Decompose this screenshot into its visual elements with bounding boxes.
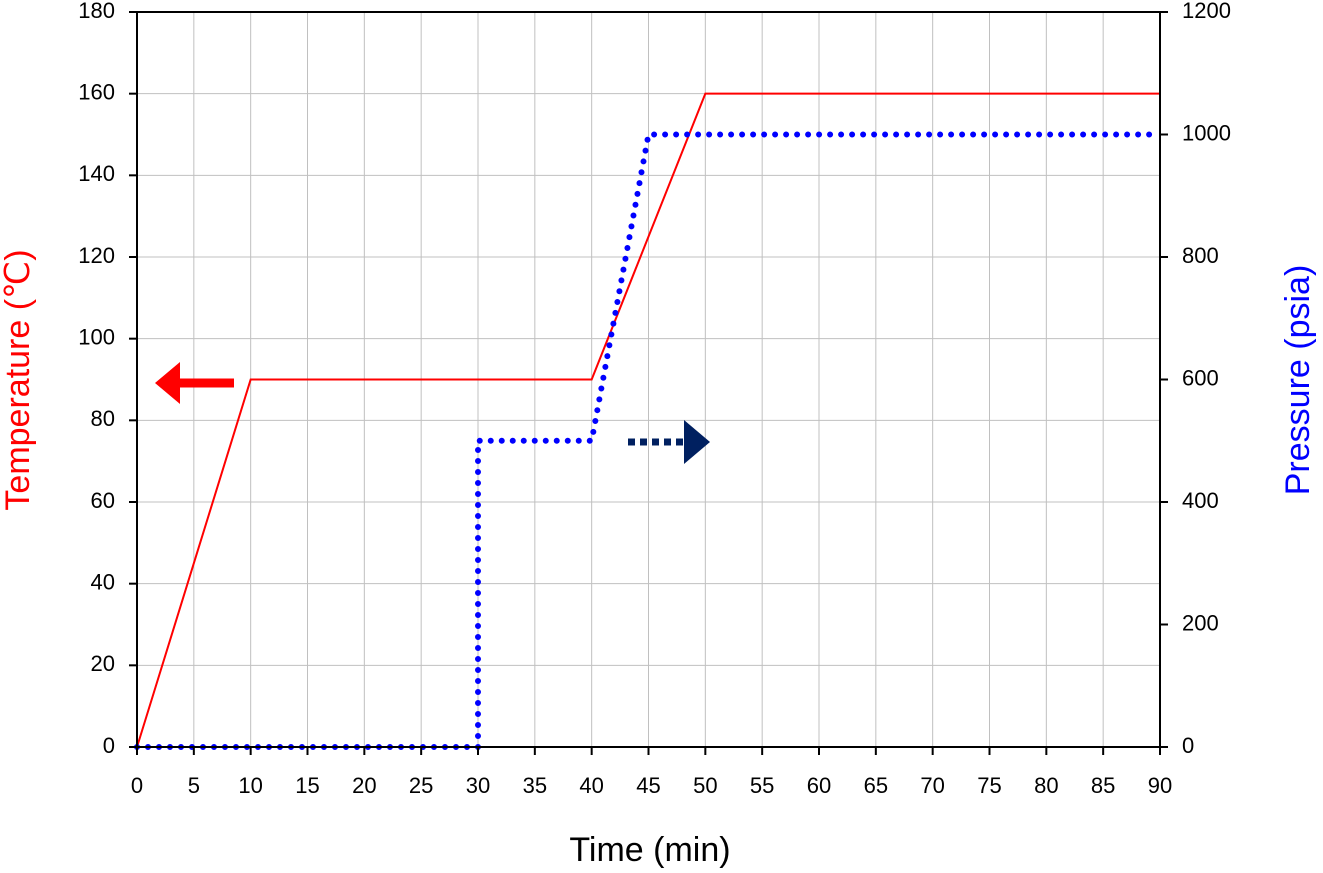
y2-tick-label: 1200 xyxy=(1182,0,1231,23)
y-tick-label: 120 xyxy=(78,243,115,268)
y2-tick-label: 1000 xyxy=(1182,120,1231,145)
y-tick-label: 40 xyxy=(91,569,115,594)
y2-tick-label: 800 xyxy=(1182,243,1219,268)
labels: 0 5 10 15 20 25 30 35 40 45 50 55 60 65 70 75 80 85 90 0 20 4… xyxy=(78,0,1231,798)
y2-tick-label: 200 xyxy=(1182,610,1219,635)
x-tick-label: 20 xyxy=(352,773,376,798)
x-tick-label: 75 xyxy=(977,773,1001,798)
x-tick-label: 90 xyxy=(1148,773,1172,798)
y-axis-title: Temperature (℃) xyxy=(0,249,37,510)
y2-tick-label: 600 xyxy=(1182,365,1219,390)
x-tick-label: 50 xyxy=(693,773,717,798)
x-tick-label: 5 xyxy=(188,773,200,798)
x-tick-label: 40 xyxy=(579,773,603,798)
y-tick-label: 0 xyxy=(103,733,115,758)
x-tick-label: 80 xyxy=(1034,773,1058,798)
right-arrow xyxy=(628,420,710,464)
y2-tick-label: 0 xyxy=(1182,733,1194,758)
x-tick-label: 65 xyxy=(864,773,888,798)
series-line xyxy=(136,92,1160,748)
x-tick-label: 15 xyxy=(295,773,319,798)
y-tick-label: 140 xyxy=(78,161,115,186)
y-tick-label: 20 xyxy=(91,651,115,676)
x-tick-label: 35 xyxy=(523,773,547,798)
y-tick-label: 60 xyxy=(91,488,115,513)
x-tick-label: 25 xyxy=(409,773,433,798)
x-tick-label: 30 xyxy=(466,773,490,798)
y-tick-label: 180 xyxy=(78,0,115,23)
x-tick-label: 45 xyxy=(636,773,660,798)
x-tick-label: 60 xyxy=(807,773,831,798)
x-tick-label: 55 xyxy=(750,773,774,798)
left-arrow xyxy=(155,362,234,404)
x-tick-label: 10 xyxy=(238,773,262,798)
x-tick-label: 70 xyxy=(920,773,944,798)
y2-tick-label: 400 xyxy=(1182,488,1219,513)
y-tick-label: 100 xyxy=(78,324,115,349)
y-tick-label: 80 xyxy=(91,406,115,431)
x-tick-label: 0 xyxy=(131,773,143,798)
x-tick-label: 85 xyxy=(1091,773,1115,798)
x-axis-title: Time (min) xyxy=(569,831,730,869)
y2-axis-title: Pressure (psia) xyxy=(1279,265,1317,496)
y-tick-label: 160 xyxy=(78,79,115,104)
